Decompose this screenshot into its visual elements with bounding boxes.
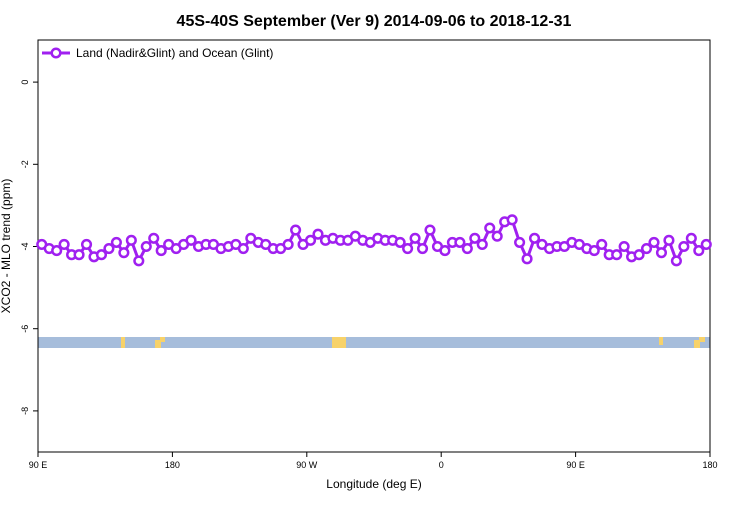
data-point xyxy=(476,238,488,250)
data-point xyxy=(103,243,115,255)
land-mask xyxy=(38,337,710,348)
data-point xyxy=(439,245,451,257)
y-tick-label: -4 xyxy=(20,242,30,250)
data-point xyxy=(521,253,533,265)
x-tick-label: 180 xyxy=(165,460,180,470)
y-tick-label: -2 xyxy=(20,160,30,168)
data-point xyxy=(663,234,675,246)
land-patch xyxy=(155,340,161,348)
y-axis-label: XCO2 - MLO trend (ppm) xyxy=(0,179,13,314)
y-tick-label: -6 xyxy=(20,325,30,333)
data-point xyxy=(685,232,697,244)
ocean-strip xyxy=(38,337,710,348)
data-point xyxy=(454,236,466,248)
data-point xyxy=(140,240,152,253)
x-tick-label: 90 E xyxy=(29,460,48,470)
data-point xyxy=(312,228,324,240)
data-point xyxy=(51,245,63,257)
data-point xyxy=(185,234,197,246)
x-tick-label: 180 xyxy=(702,460,717,470)
data-point xyxy=(484,222,496,234)
x-tick-label: 90 W xyxy=(296,460,318,470)
data-point xyxy=(648,236,660,248)
data-point xyxy=(424,224,436,236)
data-point xyxy=(700,238,712,250)
data-point xyxy=(409,232,421,244)
legend-marker xyxy=(50,47,62,59)
data-point xyxy=(133,255,145,267)
land-patch xyxy=(659,337,663,345)
data-point xyxy=(588,245,600,257)
y-tick-label: -8 xyxy=(20,407,30,415)
data-point xyxy=(148,232,160,244)
data-point xyxy=(678,240,690,253)
data-point xyxy=(618,240,630,253)
data-point xyxy=(290,224,302,236)
x-tick-label: 0 xyxy=(439,460,444,470)
data-point xyxy=(110,236,122,248)
data-point xyxy=(125,234,137,246)
data-point xyxy=(80,238,93,250)
land-patch xyxy=(160,337,165,342)
land-patch xyxy=(699,337,705,342)
data-point xyxy=(402,243,414,255)
land-patch xyxy=(332,337,346,348)
data-point xyxy=(655,247,668,259)
data-point xyxy=(670,255,682,267)
data-point xyxy=(693,245,705,257)
data-point xyxy=(469,232,481,244)
data-point xyxy=(304,234,317,246)
data-point xyxy=(611,249,623,261)
chart-title: 45S-40S September (Ver 9) 2014-09-06 to … xyxy=(177,13,572,30)
data-point xyxy=(58,238,70,250)
data-point xyxy=(461,243,473,255)
data-point xyxy=(73,249,85,261)
land-patch xyxy=(694,340,700,348)
data-point xyxy=(394,236,406,248)
data-point xyxy=(155,245,167,257)
data-point xyxy=(237,243,249,255)
x-axis-label: Longitude (deg E) xyxy=(326,477,421,491)
data-point xyxy=(596,238,608,250)
data-point xyxy=(633,249,645,261)
data-point xyxy=(282,238,294,250)
data-point xyxy=(416,243,429,255)
data-point xyxy=(491,230,503,242)
data-point xyxy=(506,214,518,226)
data-point xyxy=(514,236,526,248)
data-point xyxy=(528,232,541,244)
data-point xyxy=(640,243,653,255)
land-patch xyxy=(121,337,125,348)
data-point xyxy=(118,247,130,259)
data-point xyxy=(95,249,108,261)
x-tick-label: 90 E xyxy=(566,460,585,470)
legend-label: Land (Nadir&Glint) and Ocean (Glint) xyxy=(76,46,273,60)
y-tick-label: 0 xyxy=(20,80,30,85)
